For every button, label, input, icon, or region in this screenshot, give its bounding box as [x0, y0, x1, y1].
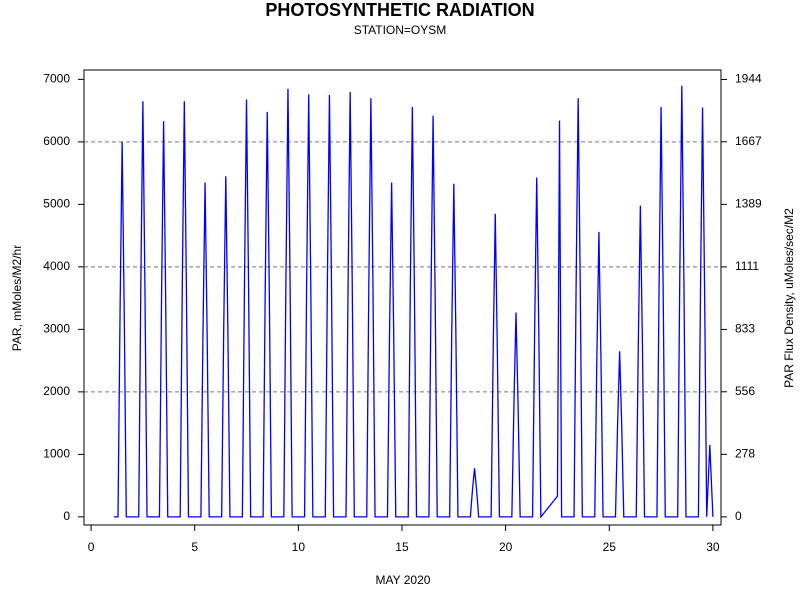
y-tick-label: 5000	[43, 197, 70, 211]
y-tick-label: 0	[63, 509, 70, 523]
x-tick-label: 25	[603, 540, 617, 554]
y-tick-label: 6000	[43, 134, 70, 148]
y2-tick-label: 278	[735, 446, 755, 460]
y-axis-title: PAR, mMoles/M2/hr	[10, 245, 24, 351]
chart-subtitle: STATION=OYSM	[354, 23, 447, 37]
plot-frame	[83, 69, 722, 526]
x-tick-label: 30	[706, 540, 720, 554]
y2-tick-label: 1667	[735, 134, 762, 148]
x-tick-label: 15	[395, 540, 409, 554]
y-tick-label: 4000	[43, 259, 70, 273]
x-tick-label: 20	[499, 540, 513, 554]
y-tick-label: 7000	[43, 72, 70, 86]
y2-tick-label: 1389	[735, 197, 762, 211]
y2-tick-label: 556	[735, 384, 755, 398]
y-tick-label: 1000	[43, 447, 70, 461]
x-tick-label: 5	[191, 540, 198, 554]
y2-axis-title: PAR Flux Density, uMoles/sec/M2	[782, 208, 796, 388]
x-tick-label: 0	[88, 540, 95, 554]
series-line	[113, 85, 714, 519]
y2-tick-label: 833	[735, 322, 755, 336]
y2-tick-label: 1944	[735, 72, 762, 86]
x-tick-label: 10	[292, 540, 306, 554]
y2-tick-label: 1111	[735, 259, 759, 273]
y-tick-label: 3000	[43, 322, 70, 336]
chart-title: PHOTOSYNTHETIC RADIATION	[265, 0, 534, 20]
y2-tick-label: 0	[735, 509, 742, 523]
y-tick-label: 2000	[43, 384, 70, 398]
x-axis-title: MAY 2020	[376, 573, 431, 587]
